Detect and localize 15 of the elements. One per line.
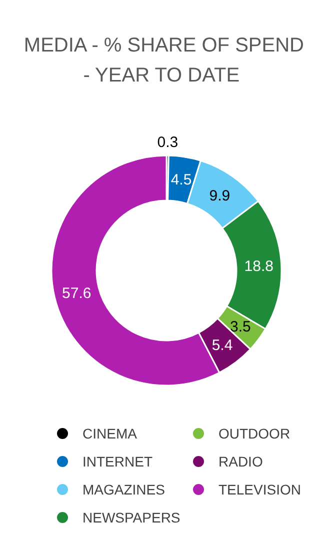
data-label: 4.5: [170, 172, 192, 189]
data-label: 5.4: [212, 336, 233, 354]
legend-label: RADIO: [218, 454, 263, 470]
data-label: 18.8: [244, 258, 274, 275]
legend-label: MAGAZINES: [82, 482, 165, 498]
data-label: 0.3: [157, 134, 178, 152]
chart-title: MEDIA - % SHARE OF SPEND - YEAR TO DATE: [24, 34, 304, 86]
legend-label: CINEMA: [82, 426, 138, 442]
legend-label: OUTDOOR: [218, 426, 290, 442]
data-label: 9.9: [209, 187, 230, 204]
legend-label: TELEVISION: [218, 482, 301, 498]
legend-label: NEWSPAPERS: [82, 510, 180, 526]
data-label: 57.6: [62, 284, 92, 302]
data-label: 3.5: [230, 318, 251, 336]
legend-label: INTERNET: [82, 454, 153, 470]
